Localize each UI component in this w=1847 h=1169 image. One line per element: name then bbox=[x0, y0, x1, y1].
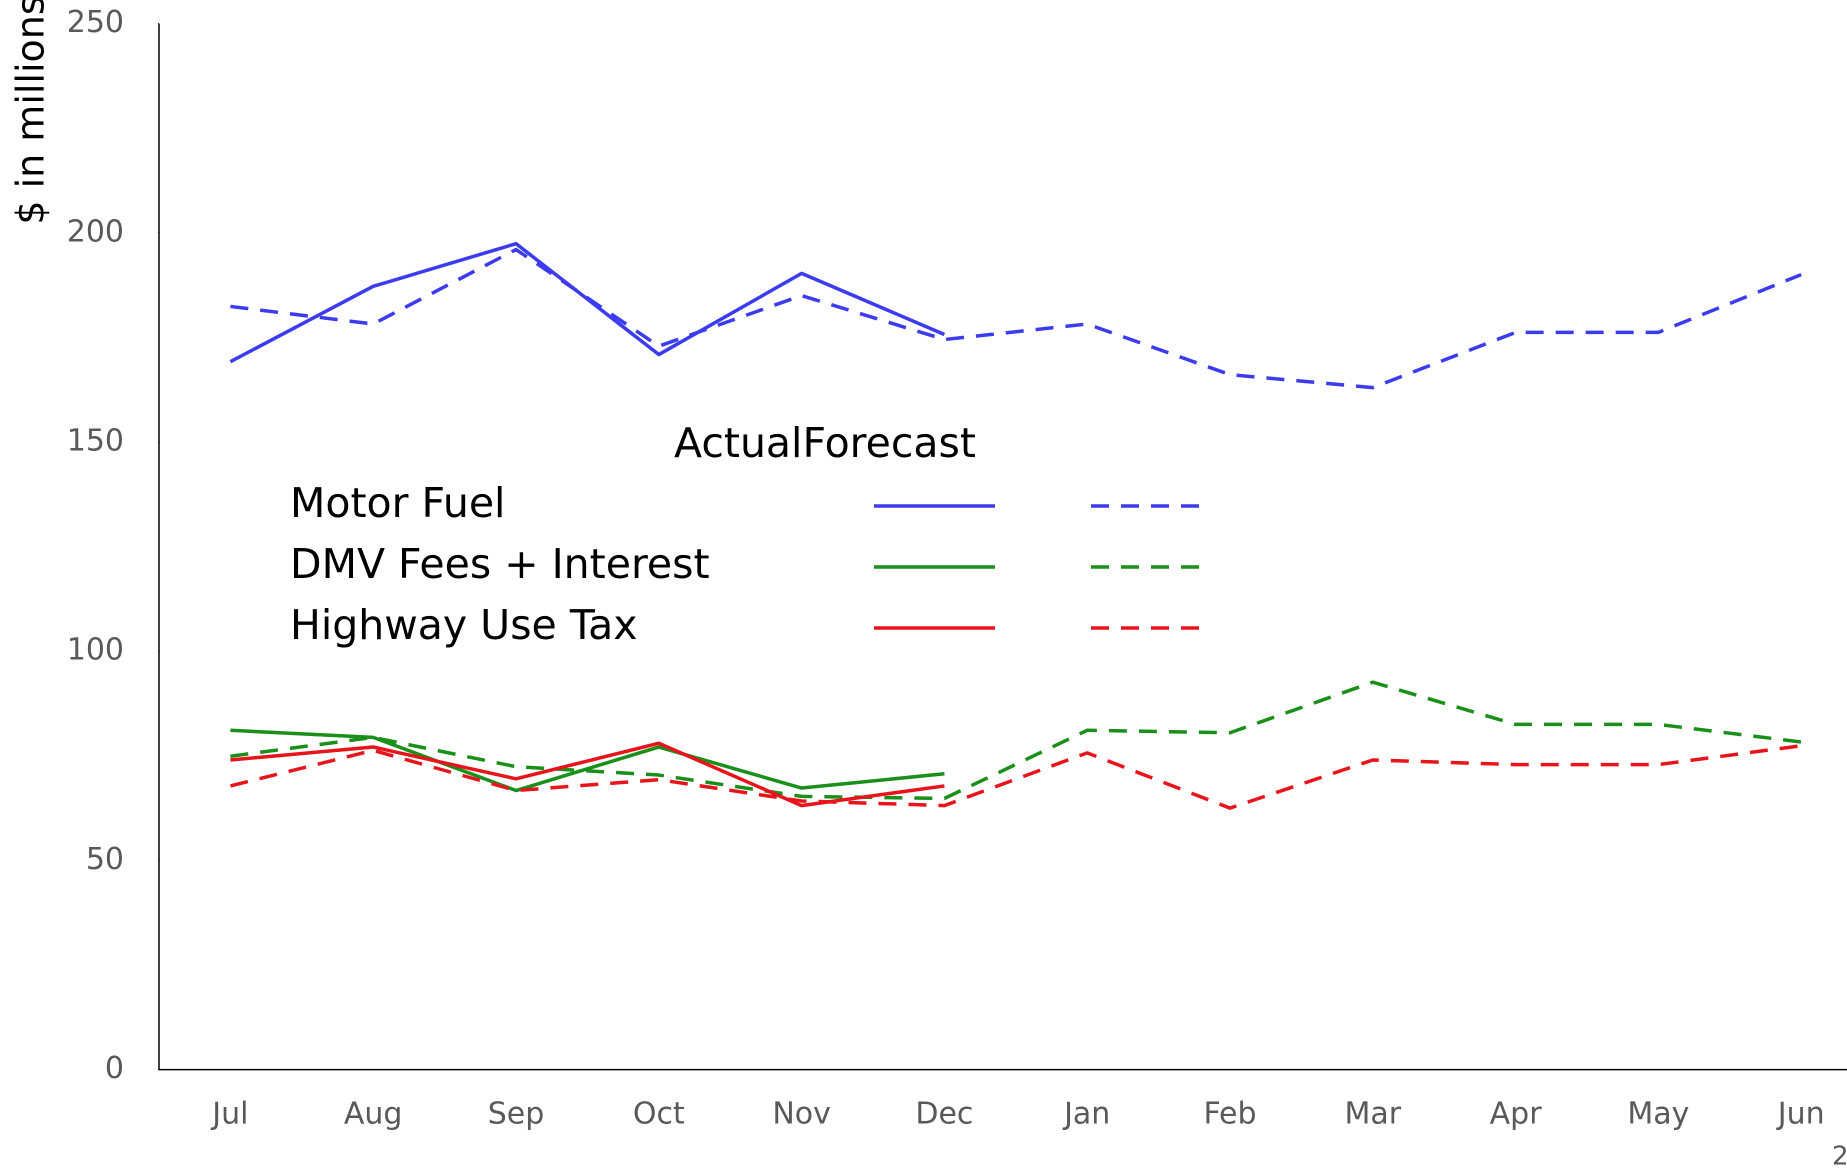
x-tick-label: Dec bbox=[915, 1097, 973, 1132]
y-axis-label: $ in millions bbox=[9, 0, 53, 225]
y-tick-label: 200 bbox=[67, 214, 124, 249]
actual-line bbox=[230, 728, 945, 793]
x-tick-label: Apr bbox=[1490, 1097, 1543, 1132]
legend-header-forecast: Forecast bbox=[802, 419, 976, 467]
x-tick-label: Jul bbox=[210, 1097, 248, 1132]
forecast-line bbox=[230, 247, 1802, 390]
legend-header: ActualForecast bbox=[674, 419, 976, 467]
legend-header-actual: Actual bbox=[674, 419, 802, 467]
y-tick-label: 50 bbox=[86, 842, 124, 877]
x-tick-label: Jan bbox=[1062, 1097, 1110, 1132]
x-tick-label: Sep bbox=[488, 1097, 545, 1132]
x-tick-label: Mar bbox=[1344, 1097, 1401, 1132]
y-tick-label: 150 bbox=[67, 424, 124, 459]
forecast-line bbox=[229, 744, 1802, 810]
actual-line bbox=[230, 741, 945, 808]
y-tick-label: 0 bbox=[105, 1051, 124, 1086]
x-tick-label: May bbox=[1627, 1097, 1689, 1132]
page-number: 2 bbox=[1832, 1142, 1847, 1169]
legend-label: Motor Fuel bbox=[290, 479, 505, 527]
actual-line bbox=[229, 241, 946, 364]
x-tick-label: Aug bbox=[344, 1097, 403, 1132]
x-tick-label: Feb bbox=[1203, 1097, 1256, 1132]
y-tick-label: 250 bbox=[67, 5, 124, 40]
x-tick-label: Jun bbox=[1776, 1097, 1825, 1132]
x-tick-label: Oct bbox=[633, 1097, 685, 1132]
legend-label: DMV Fees + Interest bbox=[290, 540, 710, 588]
y-tick-label: 100 bbox=[67, 633, 124, 668]
forecast-line bbox=[230, 680, 1802, 801]
legend-label: Highway Use Tax bbox=[290, 601, 637, 649]
x-tick-label: Nov bbox=[772, 1097, 831, 1132]
